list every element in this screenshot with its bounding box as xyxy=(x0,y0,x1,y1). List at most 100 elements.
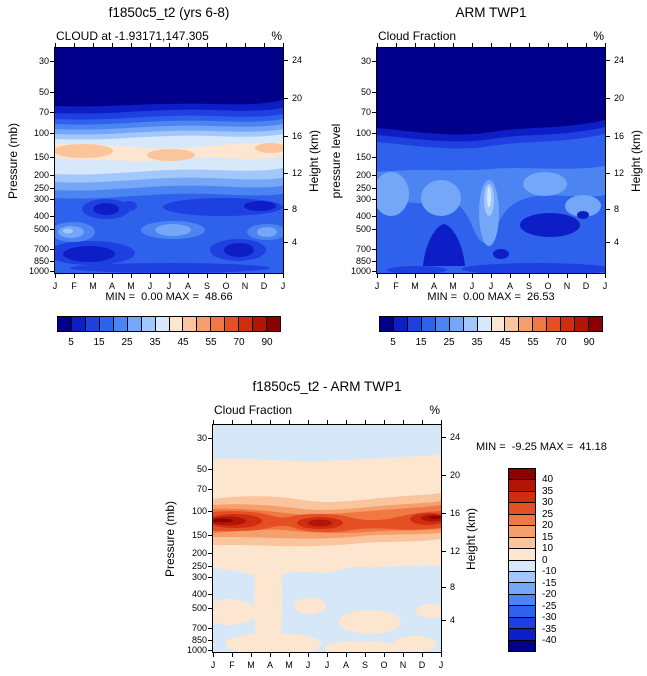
model-top-tick xyxy=(74,43,75,48)
diff-colorbar-cell xyxy=(509,536,535,549)
model-month-label: M xyxy=(89,281,97,291)
diff-top-tick xyxy=(308,420,309,425)
obs-top-tick xyxy=(396,43,397,48)
model-colorbar-cell xyxy=(84,317,99,331)
diff-bottom-tick xyxy=(403,652,404,657)
diff-month-label: N xyxy=(399,660,407,670)
diff-bottom-tick xyxy=(270,652,271,657)
obs-bottom-tick xyxy=(377,273,378,278)
diff-month-label: D xyxy=(418,660,426,670)
obs-colorbar-cell xyxy=(490,317,505,331)
diff-colorbar-label: -40 xyxy=(542,635,557,646)
model-top-tick xyxy=(264,43,265,48)
model-month-label: J xyxy=(52,281,58,291)
obs-bottom-tick xyxy=(434,273,435,278)
obs-colorbar-cell xyxy=(588,317,602,331)
diff-colorbar-cell xyxy=(509,502,535,514)
model-bottom-tick xyxy=(245,273,246,278)
obs-pressure-label: 500 xyxy=(355,224,371,235)
model-top-tick xyxy=(131,43,132,48)
obs-minmax: MIN = 0.00 MAX = 26.53 xyxy=(427,291,555,303)
obs-bottom-tick xyxy=(586,273,587,278)
model-unit-label: % xyxy=(271,29,282,43)
obs-bottom-tick xyxy=(415,273,416,278)
obs-bottom-tick xyxy=(396,273,397,278)
model-pressure-label: 850 xyxy=(33,255,49,266)
obs-colorbar-label: 70 xyxy=(555,337,567,348)
diff-pressure-label: 70 xyxy=(196,484,207,495)
diff-top-tick xyxy=(213,420,214,425)
diff-top-tick xyxy=(384,420,385,425)
model-pressure-label: 700 xyxy=(33,244,49,255)
diff-colorbar-label: 25 xyxy=(542,508,554,520)
diff-bottom-tick xyxy=(327,652,328,657)
diff-pressure-label: 400 xyxy=(191,589,207,600)
diff-month-label: F xyxy=(229,660,235,670)
model-height-tick xyxy=(283,241,288,243)
obs-pressure-tick xyxy=(372,249,377,251)
model-yaxis-right-label: Height (km) xyxy=(307,130,321,193)
model-pressure-label: 150 xyxy=(33,152,49,163)
obs-height-tick xyxy=(605,135,610,137)
model-bottom-tick xyxy=(169,273,170,278)
model-colorbar-label: 35 xyxy=(149,337,161,348)
obs-month-label: O xyxy=(544,281,552,291)
model-month-label: J xyxy=(147,281,153,291)
obs-pressure-label: 30 xyxy=(360,56,371,67)
model-month-label: N xyxy=(241,281,249,291)
model-month-label: J xyxy=(280,281,286,291)
model-top-tick xyxy=(188,43,189,48)
model-bottom-tick xyxy=(188,273,189,278)
diff-top-tick xyxy=(270,420,271,425)
diff-top-tick xyxy=(346,420,347,425)
obs-bottom-tick xyxy=(510,273,511,278)
diff-bottom-tick xyxy=(441,652,442,657)
model-colorbar-label: 25 xyxy=(121,337,133,348)
diff-height-tick xyxy=(441,474,446,476)
model-subtitle: CLOUD at -1.93171,147.305 xyxy=(56,29,209,43)
obs-contour-art xyxy=(377,48,605,273)
obs-colorbar-label: 5 xyxy=(390,337,396,348)
obs-month-label: D xyxy=(582,281,590,291)
model-pressure-label: 70 xyxy=(38,106,49,117)
diff-colorbar-cell xyxy=(509,570,535,583)
obs-pressure-tick xyxy=(372,157,377,159)
obs-month-label: N xyxy=(563,281,571,291)
obs-pressure-tick xyxy=(372,270,377,272)
model-pressure-label: 500 xyxy=(33,224,49,235)
diff-pressure-label: 500 xyxy=(191,602,207,613)
diff-colorbar-label: -35 xyxy=(542,623,557,635)
model-pressure-label: 250 xyxy=(33,182,49,193)
diff-pressure-tick xyxy=(208,628,213,630)
diff-colorbar-cell xyxy=(509,582,535,594)
diff-pressure-tick xyxy=(208,594,213,596)
obs-height-label: 20 xyxy=(614,92,625,103)
model-month-label: M xyxy=(127,281,135,291)
diff-top-tick xyxy=(441,420,442,425)
model-height-label: 8 xyxy=(292,204,298,214)
diff-pressure-tick xyxy=(208,438,213,440)
model-pressure-tick xyxy=(50,133,55,135)
model-pressure-tick xyxy=(50,215,55,217)
obs-pressure-tick xyxy=(372,260,377,262)
model-height-label: 12 xyxy=(292,167,303,178)
model-colorbar-label: 15 xyxy=(93,337,105,348)
diff-month-label: S xyxy=(361,660,368,670)
obs-colorbar-cell xyxy=(462,317,477,331)
obs-bottom-tick xyxy=(453,273,454,278)
obs-height-tick xyxy=(605,172,610,174)
model-pressure-tick xyxy=(50,249,55,251)
model-month-label: F xyxy=(71,281,77,291)
obs-pressure-tick xyxy=(372,91,377,93)
diff-colorbar-cell xyxy=(509,469,535,480)
obs-bottom-tick xyxy=(491,273,492,278)
model-colorbar-cell xyxy=(196,317,211,331)
obs-pressure-label: 1000 xyxy=(350,265,371,276)
model-pressure-tick xyxy=(50,61,55,63)
model-colorbar-cell xyxy=(126,317,141,331)
diff-colorbar-label: -10 xyxy=(542,566,557,577)
obs-pressure-label: 700 xyxy=(355,244,371,255)
diff-top-tick xyxy=(327,420,328,425)
obs-month-label: F xyxy=(393,281,399,291)
model-colorbar-label: 70 xyxy=(233,337,245,348)
